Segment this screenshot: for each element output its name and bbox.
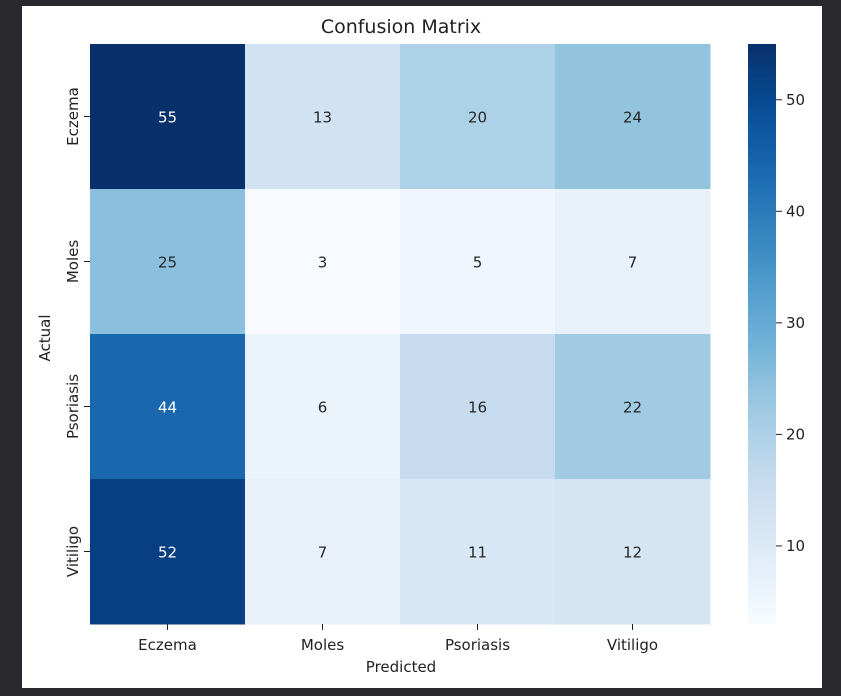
heatmap-cell (400, 479, 556, 625)
cell-value-label: 5 (473, 254, 483, 272)
y-tick-label: Psoriasis (64, 374, 82, 439)
y-axis: Eczema Moles Psoriasis Vitiligo (64, 87, 90, 577)
cell-value-label: 12 (623, 544, 642, 562)
x-tick-label: Vitiligo (607, 636, 658, 654)
cell-value-label: 7 (318, 544, 328, 562)
cell-value-label: 25 (158, 254, 177, 272)
cell-value-label: 3 (318, 254, 328, 272)
colorbar (748, 44, 776, 624)
cell-value-label: 44 (158, 399, 177, 417)
heatmap-cell (245, 189, 401, 335)
cell-value-label: 20 (468, 109, 487, 127)
x-tick-label: Moles (301, 636, 345, 654)
heatmap-cell (90, 334, 246, 480)
cell-value-label: 24 (623, 109, 642, 127)
colorbar-tick-label: 20 (786, 425, 805, 443)
chart-title: Confusion Matrix (321, 16, 481, 38)
heatmap-cell (400, 189, 556, 335)
colorbar-tick-label: 50 (786, 91, 805, 109)
heatmap-cell (245, 334, 401, 480)
cell-value-label: 11 (468, 544, 487, 562)
heatmap-cell (555, 334, 711, 480)
heatmap-cell (90, 44, 246, 190)
cell-value-label: 16 (468, 399, 487, 417)
x-tick-label: Psoriasis (445, 636, 510, 654)
y-tick-label: Moles (64, 240, 82, 284)
x-axis-label: Predicted (366, 658, 436, 676)
heatmap-cell (555, 479, 711, 625)
colorbar-tick-label: 40 (786, 202, 805, 220)
cell-value-label: 22 (623, 399, 642, 417)
heatmap-cell (245, 479, 401, 625)
confusion-matrix-chart: Confusion Matrix 55 13 20 24 25 3 5 7 44 6 16 22 52 7… (36, 16, 805, 676)
figure: Confusion Matrix 55 13 20 24 25 3 5 7 44 6 16 22 52 7… (22, 6, 822, 688)
y-tick-label: Vitiligo (64, 526, 82, 577)
heatmap-cell (245, 44, 401, 190)
colorbar-ticks: 10 20 30 40 50 (776, 91, 805, 555)
cell-value-label: 55 (158, 109, 177, 127)
heatmap-cell-labels: 55 13 20 24 25 3 5 7 44 6 16 22 52 7 11 12 (158, 109, 642, 562)
heatmap-cell (90, 189, 246, 335)
cell-value-label: 52 (158, 544, 177, 562)
y-tick-label: Eczema (64, 87, 82, 146)
heatmap-cell (400, 334, 556, 480)
cell-value-label: 7 (628, 254, 638, 272)
heatmap-cell (90, 479, 246, 625)
heatmap-cell (555, 189, 711, 335)
heatmap-cell (555, 44, 711, 190)
colorbar-tick-label: 30 (786, 314, 805, 332)
x-axis: Eczema Moles Psoriasis Vitiligo (138, 624, 658, 654)
cell-value-label: 13 (313, 109, 332, 127)
x-tick-label: Eczema (138, 636, 197, 654)
heatmap-cells (90, 44, 711, 625)
y-axis-label: Actual (36, 315, 54, 362)
cell-value-label: 6 (318, 399, 328, 417)
colorbar-tick-label: 10 (786, 537, 805, 555)
heatmap-cell (400, 44, 556, 190)
